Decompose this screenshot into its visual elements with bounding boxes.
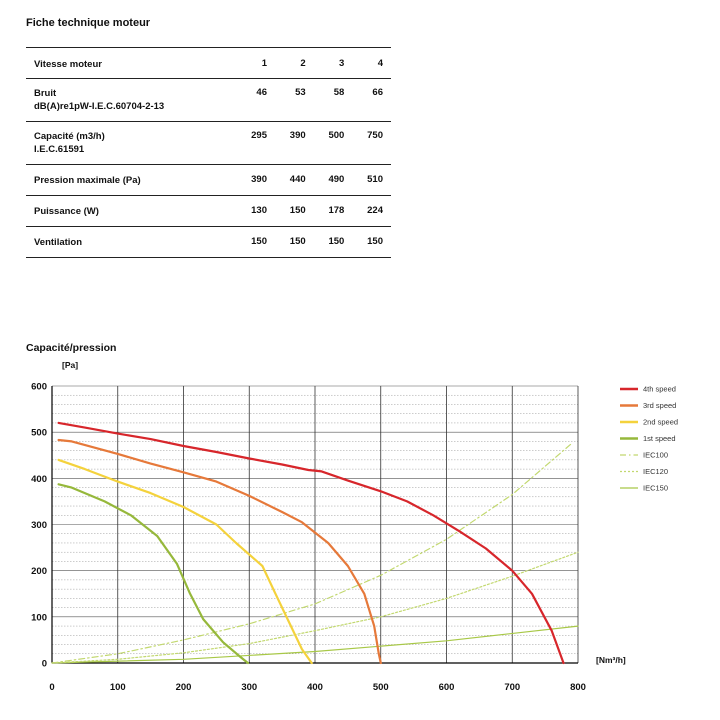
series-line (51, 443, 572, 664)
spec-value: 750 (367, 130, 383, 141)
legend-label: 4th speed (643, 385, 676, 394)
spec-label-line: Capacité (m3/h) (34, 131, 105, 142)
x-tick-label: 100 (110, 682, 126, 693)
y-tick-label: 0 (42, 659, 47, 670)
spec-value: 150 (289, 205, 306, 216)
chart-title: Capacité/pression (26, 342, 117, 354)
series-line (51, 625, 579, 664)
series-line (57, 458, 313, 665)
spec-value: 150 (367, 236, 383, 247)
spec-row: Vitesse moteur 1 2 3 4 (26, 47, 391, 79)
spec-label-line: Vitesse moteur (34, 59, 102, 70)
spec-label-line: Puissance (W) (34, 206, 99, 217)
spec-row: Ventilation 150 150 150 150 (26, 226, 391, 258)
y-axis-label: [Pa] (62, 360, 79, 370)
legend-label: IEC120 (643, 467, 668, 476)
y-tick-label: 300 (31, 520, 47, 531)
spec-row-label: Bruit dB(A)re1pW-I.E.C.60704-2-13 (26, 79, 236, 122)
y-tick-label: 100 (31, 612, 47, 623)
spec-value: 66 (372, 87, 383, 98)
y-tick-label: 400 (31, 474, 47, 485)
spec-value: 390 (289, 130, 306, 141)
series-line (51, 551, 579, 664)
spec-label-line: Ventilation (34, 237, 83, 248)
series-line (57, 483, 249, 665)
x-tick-label: 800 (570, 682, 586, 693)
spec-value: 46 (256, 87, 267, 98)
spec-value: 440 (289, 174, 306, 185)
spec-value: 150 (251, 236, 267, 247)
y-tick-label: 200 (31, 566, 47, 577)
spec-row-label: Capacité (m3/h) I.E.C.61591 (26, 122, 236, 165)
spec-value: 510 (367, 174, 383, 185)
x-tick-label: 500 (373, 682, 389, 693)
spec-value: 150 (328, 236, 345, 247)
x-tick-label: 0 (49, 682, 54, 693)
legend-label: 1st speed (643, 434, 676, 443)
spec-value: 3 (339, 58, 345, 69)
spec-value: 178 (328, 205, 345, 216)
spec-row: Pression maximale (Pa) 390 440 490 510 (26, 164, 391, 196)
spec-value: 58 (333, 87, 345, 98)
spec-value: 295 (251, 130, 267, 141)
y-tick-label: 600 (31, 382, 47, 393)
spec-value: 490 (328, 174, 345, 185)
spec-value: 2 (300, 58, 306, 69)
spec-row-label: Ventilation (26, 227, 236, 258)
spec-label-line: I.E.C.61591 (34, 144, 85, 155)
x-tick-label: 300 (241, 682, 257, 693)
spec-row: Capacité (m3/h) I.E.C.61591 295 390 500 750 (26, 121, 391, 165)
spec-label-line: dB(A)re1pW-I.E.C.60704-2-13 (34, 101, 165, 112)
spec-value: 1 (261, 58, 267, 69)
spec-row: Puissance (W) 130 150 178 224 (26, 195, 391, 227)
spec-row-label: Vitesse moteur (26, 48, 236, 79)
legend-label: IEC150 (643, 484, 668, 493)
legend-label: 2nd speed (643, 418, 678, 427)
legend-label: IEC100 (643, 451, 668, 460)
spec-value: 150 (289, 236, 306, 247)
spec-title: Fiche technique moteur (26, 17, 151, 29)
spec-value: 390 (251, 174, 267, 185)
x-tick-label: 200 (176, 682, 192, 693)
legend-label: 3rd speed (643, 401, 676, 410)
spec-value: 130 (251, 205, 267, 216)
x-tick-label: 700 (504, 682, 520, 693)
spec-row-label: Pression maximale (Pa) (26, 165, 236, 196)
series-line (57, 438, 382, 665)
spec-label-line: Pression maximale (Pa) (34, 175, 141, 186)
spec-value: 500 (328, 130, 345, 141)
spec-value: 53 (295, 87, 306, 98)
x-tick-label: 600 (439, 682, 455, 693)
x-axis-label: [Nm³/h] (596, 655, 626, 665)
x-tick-label: 400 (307, 682, 323, 693)
spec-value: 4 (377, 58, 383, 69)
spec-row: Bruit dB(A)re1pW-I.E.C.60704-2-13 46 53 58 66 (26, 78, 391, 122)
spec-row-label: Puissance (W) (26, 196, 236, 227)
spec-label-line: Bruit (34, 88, 57, 99)
series-line (57, 421, 565, 665)
spec-value: 224 (367, 205, 383, 216)
y-tick-label: 500 (31, 428, 47, 439)
spec-table: Vitesse moteur 1 2 3 4 Bruit dB(A)re1pW-I.E.C.… (26, 47, 391, 258)
